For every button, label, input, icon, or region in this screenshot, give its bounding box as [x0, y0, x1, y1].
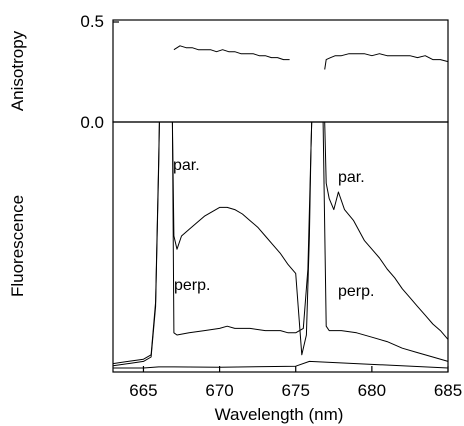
x-tick-label-670: 670 [205, 381, 233, 400]
fluorescence-par-line [112, 121, 449, 365]
fluorescence-baseline-line [113, 360, 449, 369]
anisotropy-ylabel: Anisotropy [8, 30, 27, 111]
fluorescence-frame [112, 121, 449, 373]
fluorescence-ylabel: Fluorescence [8, 195, 27, 297]
anisotropy-ytick-label-0: 0.5 [80, 12, 104, 31]
fluorescence-traces [112, 121, 449, 369]
anisotropy-ytick-label-1: 0.0 [80, 113, 104, 132]
anisotropy-series-0 [173, 45, 290, 61]
perp-label-right: perp. [338, 283, 374, 300]
x-tick-label-680: 680 [358, 381, 386, 400]
anisotropy-frame [112, 19, 449, 123]
x-tick-label-675: 675 [282, 381, 310, 400]
fluorescence-perp-line [112, 121, 449, 367]
par-label-left: par. [173, 157, 200, 174]
x-tick-label-685: 685 [434, 381, 462, 400]
perp-label-left: perp. [174, 277, 210, 294]
anisotropy-traces [173, 45, 449, 70]
fluorescence-panel: Fluorescence Wavelength (nm) 665 670 675 68… [8, 121, 462, 424]
par-label-right: par. [338, 169, 365, 186]
x-tick-label-665: 665 [129, 381, 157, 400]
anisotropy-panel: 0.5 0.0 Anisotropy [8, 12, 449, 132]
x-ticks: 665 670 675 680 685 [129, 366, 462, 400]
anisotropy-series-1 [324, 53, 449, 70]
wavelength-xlabel: Wavelength (nm) [215, 405, 344, 424]
